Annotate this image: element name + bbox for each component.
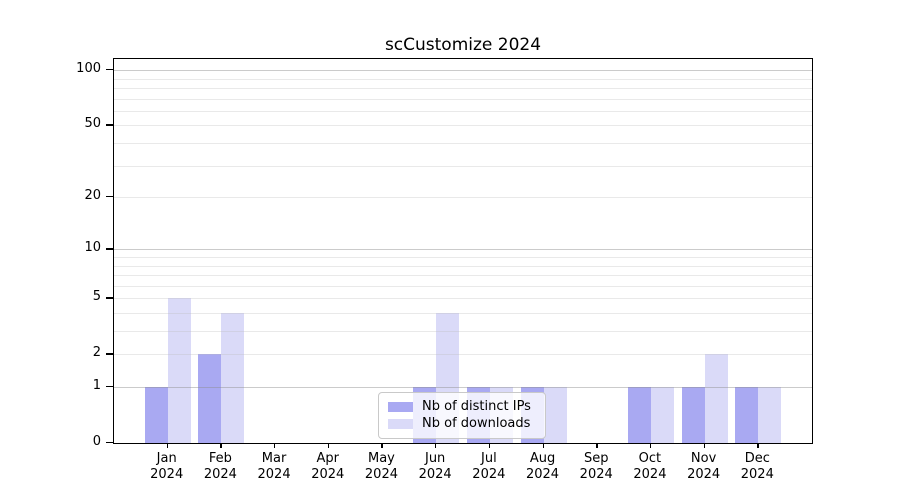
y-tick-mark [106, 196, 113, 198]
x-tick-mark [542, 443, 544, 448]
legend-entry-distinct-ips: Nb of distinct IPs [388, 400, 536, 414]
legend-entry-downloads: Nb of downloads [388, 417, 536, 431]
x-tick-mark [703, 443, 705, 448]
x-tick-label: Apr 2024 [311, 451, 345, 482]
gridline-minor [114, 312, 812, 314]
bar-distinct-ips-nov [681, 387, 705, 443]
y-tick-label: 100 [76, 61, 101, 77]
y-tick-mark [106, 442, 113, 444]
x-tick-mark [166, 443, 168, 448]
x-tick-mark [220, 443, 222, 448]
y-tick-label: 5 [92, 289, 101, 305]
legend-label-distinct-ips: Nb of distinct IPs [422, 399, 531, 414]
x-tick-label: Jun 2024 [418, 451, 452, 482]
y-tick-label: 0 [92, 434, 101, 449]
x-tick-label: Feb 2024 [203, 451, 237, 482]
gridline-minor [114, 265, 812, 267]
gridline-major [114, 387, 812, 388]
x-tick-label: Nov 2024 [687, 451, 721, 482]
y-tick-label: 2 [92, 345, 101, 361]
legend-swatch-downloads [388, 419, 413, 429]
gridline-minor [114, 110, 812, 112]
gridline-major [114, 70, 812, 72]
x-tick-mark [649, 443, 652, 448]
y-tick-label: 50 [84, 116, 101, 132]
bar-distinct-ips-dec [735, 387, 759, 443]
x-tick-mark [381, 443, 383, 448]
x-tick-label: Mar 2024 [257, 451, 291, 482]
gridline-major [114, 249, 812, 251]
plot-area: Nb of distinct IPs Nb of downloads [113, 58, 813, 444]
bar-distinct-ips-jan [144, 387, 168, 443]
x-tick-label: May 2024 [364, 451, 398, 482]
x-tick-mark [596, 443, 598, 448]
bar-distinct-ips-oct [627, 387, 651, 443]
gridline-minor [114, 285, 812, 287]
y-tick-mark [106, 248, 113, 250]
x-tick-mark [274, 443, 276, 448]
y-tick-label: 10 [84, 240, 101, 256]
x-tick-mark [757, 443, 759, 448]
legend-swatch-distinct-ips [388, 402, 413, 412]
bar-downloads-oct [650, 387, 674, 443]
x-tick-label: Oct 2024 [633, 451, 667, 482]
x-tick-mark [327, 443, 330, 448]
chart-title: scCustomize 2024 [384, 35, 542, 55]
gridline-minor [114, 78, 812, 80]
gridline-minor [114, 88, 812, 89]
gridline-minor [114, 143, 812, 144]
bar-downloads-dec [758, 387, 782, 443]
x-tick-label: Jul 2024 [472, 451, 506, 482]
gridline-minor [114, 256, 812, 258]
x-tick-label: Aug 2024 [525, 451, 560, 482]
gridline-minor [114, 331, 812, 332]
gridline-minor [114, 197, 812, 199]
y-tick-mark [106, 124, 113, 126]
legend: Nb of distinct IPs Nb of downloads [378, 392, 546, 439]
gridline-minor [114, 125, 812, 127]
x-tick-mark [435, 443, 437, 448]
gridline-minor [114, 165, 812, 167]
bar-downloads-nov [704, 354, 728, 443]
x-tick-label: Dec 2024 [740, 451, 774, 482]
x-tick-mark [488, 443, 491, 448]
gridline-minor [114, 354, 812, 356]
y-tick-label: 1 [92, 378, 101, 393]
gridline-minor [114, 98, 812, 100]
bar-distinct-ips-feb [198, 354, 222, 443]
bar-downloads-feb [221, 312, 245, 443]
y-tick-mark [106, 386, 113, 388]
x-tick-label: Sep 2024 [579, 451, 613, 482]
x-tick-label: Jan 2024 [150, 451, 184, 482]
y-tick-mark [106, 69, 113, 71]
y-tick-mark [106, 297, 113, 299]
y-tick-mark [106, 353, 113, 355]
gridline-minor [114, 298, 812, 300]
bar-downloads-aug [543, 387, 567, 443]
y-tick-label: 20 [84, 188, 101, 204]
gridline-minor [114, 275, 812, 277]
bar-downloads-jan [167, 298, 191, 443]
legend-label-downloads: Nb of downloads [422, 416, 531, 431]
